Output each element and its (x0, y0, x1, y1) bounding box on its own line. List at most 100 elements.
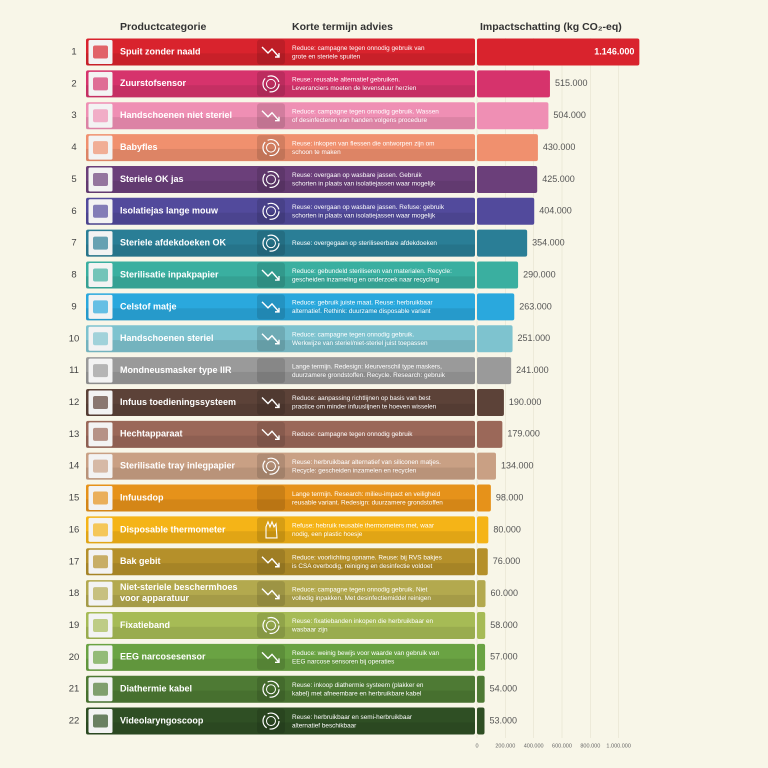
bar (477, 516, 489, 544)
bar (477, 452, 496, 480)
row-band (86, 102, 475, 130)
icon-bg (257, 230, 285, 256)
bar (477, 484, 491, 512)
value-header: Impactschatting (kg CO₂-eq) (480, 21, 622, 33)
row-shade (86, 85, 475, 98)
rank: 13 (69, 429, 80, 440)
bar (477, 643, 486, 671)
x-tick-label: 0 (475, 743, 478, 749)
row-shade (86, 340, 475, 353)
product-image-shape (93, 459, 108, 473)
rank: 1 (71, 47, 76, 58)
icon-bg (257, 198, 285, 224)
row-shade (86, 244, 475, 257)
x-tick-label: 400.000 (524, 743, 544, 749)
product-image-shape (93, 236, 108, 250)
advice: Reduce: campagne tegen onnodig gebruik. W… (292, 331, 428, 347)
value-label: 57.000 (490, 652, 518, 662)
advice-header: Korte termijn advies (292, 21, 393, 33)
product-image-shape (93, 300, 108, 314)
category-name: Hechtapparaat (120, 429, 183, 439)
product-image-shape (93, 555, 108, 569)
reduce-icon (261, 110, 280, 122)
value-label: 190.000 (509, 397, 542, 407)
refuse-icon (265, 520, 278, 539)
category-name: Handschoenen steriel (120, 333, 214, 343)
row-band (86, 388, 475, 416)
advice: Reuse: overgegaan op steriliseerbare afd… (292, 240, 437, 247)
category-name: Infuusdop (120, 492, 164, 502)
icon-bg (257, 294, 285, 320)
bar (477, 388, 504, 416)
rank: 9 (71, 301, 76, 312)
reduce-icon-arrow (275, 435, 280, 441)
row: 7 Steriele afdekdoeken OK Reuse: overgegaa… (71, 229, 565, 257)
bar (477, 548, 488, 576)
reuse-icon-inner (266, 461, 276, 472)
product-image-shape (93, 714, 108, 728)
bar (477, 229, 528, 257)
row-band (86, 38, 475, 66)
advice: Reuse: fixatiebanden inkopen die herbrui… (291, 618, 433, 634)
bar (477, 675, 485, 703)
product-image-shape (93, 77, 108, 91)
rank: 17 (69, 556, 80, 567)
row: 5 Steriele OK jas Reuse: overgaan op wasba… (71, 165, 575, 193)
row: 1 Spuit zonder naald Reduce: campagne tege… (71, 38, 640, 66)
row-band (86, 229, 475, 257)
bar (477, 70, 550, 98)
category-name: Mondneusmasker type IIR (120, 365, 232, 375)
reduce-icon-arrow (275, 307, 280, 313)
rank: 21 (69, 684, 80, 695)
reuse-icon (262, 202, 280, 220)
icon-bg (257, 612, 285, 638)
value-label: 241.000 (516, 365, 549, 375)
product-image-shape (93, 268, 108, 282)
x-tick-label: 800.000 (580, 743, 600, 749)
product-image-shape (93, 491, 108, 505)
rank: 7 (71, 238, 76, 249)
reuse-icon-inner (266, 142, 276, 153)
product-image-shape (93, 618, 108, 632)
category-name: Isolatiejas lange mouw (120, 206, 219, 216)
rank: 16 (69, 524, 80, 535)
row-band (86, 484, 475, 512)
icon-bg (257, 71, 285, 97)
reduce-icon (261, 301, 280, 313)
value-label: 80.000 (493, 524, 521, 534)
row-band (86, 70, 475, 98)
row-shade (86, 563, 475, 576)
reduce-icon (261, 269, 280, 281)
row-band (86, 134, 475, 162)
product-image-shape (93, 523, 108, 537)
row: 19 Fixatieband Reuse: fixatiebanden inkope… (69, 611, 518, 639)
product-image-shape (93, 172, 108, 186)
rank: 6 (71, 206, 76, 217)
advice: Reuse: herbruikbaar en semi-herbruikbaar… (292, 713, 413, 729)
row-shade (86, 276, 475, 289)
icon-bg (257, 135, 285, 161)
advice: Refuse: hebruik reusable thermometers me… (292, 522, 435, 538)
product-image-shape (93, 364, 108, 378)
row: 3 Handschoenen niet steriel Reduce: campag… (71, 102, 586, 130)
row-band (86, 165, 475, 193)
bar (477, 325, 513, 353)
x-tick-label: 200.000 (495, 743, 515, 749)
bar (477, 420, 503, 448)
value-label: 354.000 (532, 238, 565, 248)
category-name: Fixatieband (120, 620, 170, 630)
category-header: Productcategorie (120, 21, 207, 33)
category-name: Diathermie kabel (120, 684, 192, 694)
bar (477, 611, 486, 639)
product-image-shape (93, 45, 108, 59)
product-image-shape (93, 650, 108, 664)
value-label: 290.000 (523, 269, 556, 279)
reduce-icon-arrow (275, 403, 280, 409)
bar (477, 707, 485, 735)
advice: Reuse: inkoop diathermie systeem (plakke… (292, 682, 424, 698)
reduce-icon-arrow (275, 53, 280, 58)
row-shade (86, 53, 475, 66)
reuse-icon-inner (266, 684, 276, 695)
row-shade (86, 499, 475, 512)
advice: Reuse: overgaan op wasbare jassen. Gebru… (292, 172, 436, 188)
